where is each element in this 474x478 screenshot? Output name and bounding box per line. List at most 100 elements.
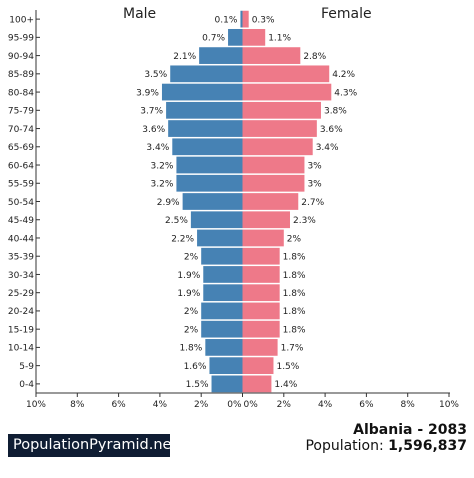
- age-group-label: 75-79: [8, 107, 34, 117]
- population-value: 1,596,837: [388, 438, 467, 454]
- male-value-label: 3.6%: [142, 125, 165, 135]
- age-group-label: 60-64: [8, 161, 34, 171]
- male-value-label: 3.7%: [140, 107, 163, 117]
- x-tick-label: 8%: [70, 400, 85, 410]
- age-group-label: 65-69: [8, 143, 34, 153]
- female-value-label: 1.8%: [283, 325, 306, 335]
- female-value-label: 1.7%: [281, 344, 304, 354]
- male-bar-10-14: [205, 339, 243, 356]
- female-bar-45-49: [242, 211, 290, 229]
- male-bar-70-74: [168, 120, 243, 137]
- female-heading: Female: [321, 6, 372, 22]
- male-bar-35-39: [201, 247, 243, 265]
- female-bar-70-74: [242, 120, 317, 137]
- age-group-label: 55-59: [8, 180, 34, 190]
- male-bar-25-29: [203, 284, 243, 302]
- x-tick-label: 2%: [277, 400, 292, 410]
- female-value-label: 1.1%: [268, 34, 291, 44]
- male-value-label: 2%: [184, 307, 199, 317]
- male-value-label: 1.6%: [184, 362, 207, 372]
- male-value-label: 2.1%: [173, 52, 196, 62]
- male-bar-30-34: [203, 266, 243, 283]
- age-group-label: 5-9: [19, 362, 34, 372]
- female-bar-15-19: [242, 320, 280, 338]
- x-tick-label: 4%: [318, 400, 333, 410]
- female-value-label: 1.8%: [283, 271, 306, 281]
- age-group-label: 15-19: [8, 325, 34, 335]
- female-bar-85-89: [242, 65, 330, 83]
- male-value-label: 3.9%: [136, 88, 159, 98]
- x-tick-label: 10%: [439, 400, 459, 410]
- female-bar-30-34: [242, 266, 280, 283]
- male-value-label: 3.2%: [151, 180, 174, 190]
- female-value-label: 1.8%: [283, 307, 306, 317]
- age-group-label: 85-89: [8, 70, 34, 80]
- female-bar-80-84: [242, 83, 332, 101]
- female-bar-90-94: [242, 47, 301, 64]
- female-value-label: 2.7%: [301, 198, 324, 208]
- age-group-label: 70-74: [8, 125, 34, 135]
- female-bar-10-14: [242, 339, 278, 356]
- female-value-label: 2%: [287, 234, 302, 244]
- female-bar-25-29: [242, 284, 280, 302]
- age-group-label: 80-84: [8, 88, 34, 98]
- female-value-label: 4.3%: [334, 88, 357, 98]
- x-tick-label: 8%: [401, 400, 416, 410]
- male-bar-0-4: [211, 375, 243, 393]
- male-value-label: 2%: [184, 253, 199, 263]
- male-value-label: 1.9%: [177, 271, 200, 281]
- x-tick-label: 2%: [194, 400, 209, 410]
- male-bar-75-79: [166, 101, 243, 119]
- female-value-label: 1.8%: [283, 253, 306, 263]
- age-group-label: 95-99: [8, 34, 34, 44]
- male-bar-15-19: [201, 320, 243, 338]
- x-tick-label: 0%: [227, 400, 242, 410]
- female-bar-75-79: [242, 101, 321, 119]
- male-bar-20-24: [201, 302, 243, 320]
- age-group-label: 50-54: [8, 198, 34, 208]
- male-bar-5-9: [209, 357, 243, 375]
- male-value-label: 1.9%: [177, 289, 200, 299]
- age-group-label: 30-34: [8, 271, 34, 281]
- male-value-label: 2.5%: [165, 216, 188, 226]
- female-value-label: 3%: [307, 180, 322, 190]
- female-bar-35-39: [242, 247, 280, 265]
- male-heading: Male: [123, 6, 157, 22]
- female-value-label: 4.2%: [332, 70, 355, 80]
- age-group-label: 20-24: [8, 307, 34, 317]
- female-bar-20-24: [242, 302, 280, 320]
- age-group-label: 10-14: [8, 344, 34, 354]
- male-bar-90-94: [199, 47, 243, 64]
- male-value-label: 2%: [184, 325, 199, 335]
- female-value-label: 3.6%: [320, 125, 343, 135]
- age-group-label: 35-39: [8, 253, 34, 263]
- female-bar-5-9: [242, 357, 274, 375]
- age-group-label: 40-44: [8, 234, 34, 244]
- x-tick-label: 6%: [359, 400, 374, 410]
- male-bar-60-64: [176, 156, 243, 174]
- female-value-label: 2.3%: [293, 216, 316, 226]
- brand-logo[interactable]: PopulationPyramid.net: [8, 434, 177, 457]
- male-bar-95-99: [228, 28, 243, 46]
- female-value-label: 3%: [307, 161, 322, 171]
- female-value-label: 0.3%: [252, 15, 275, 25]
- female-value-label: 3.4%: [316, 143, 339, 153]
- female-bar-0-4: [242, 375, 272, 393]
- male-bar-80-84: [161, 83, 243, 101]
- country-year-title: Albania - 2083: [353, 422, 467, 438]
- male-value-label: 3.5%: [144, 70, 167, 80]
- male-value-label: 2.2%: [171, 234, 194, 244]
- male-value-label: 0.7%: [202, 34, 225, 44]
- male-value-label: 3.4%: [146, 143, 169, 153]
- female-bar-50-54: [242, 193, 299, 210]
- female-value-label: 1.8%: [283, 289, 306, 299]
- male-value-label: 1.8%: [179, 344, 202, 354]
- female-value-label: 1.4%: [274, 380, 297, 390]
- female-value-label: 2.8%: [303, 52, 326, 62]
- population-total: Population: 1,596,837: [305, 438, 467, 454]
- age-group-label: 0-4: [19, 380, 34, 390]
- male-bar-55-59: [176, 174, 243, 192]
- male-value-label: 2.9%: [157, 198, 180, 208]
- male-value-label: 3.2%: [151, 161, 174, 171]
